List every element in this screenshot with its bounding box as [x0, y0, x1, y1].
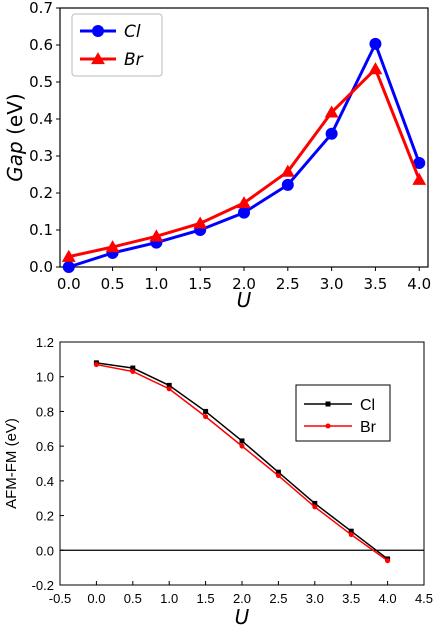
y-tick-label: 0.2 — [36, 509, 54, 524]
data-point — [166, 382, 172, 388]
legend: Cl Br — [295, 384, 391, 442]
data-point — [275, 469, 281, 475]
x-tick-label: 4.0 — [379, 591, 397, 606]
y-tick-label: 0.1 — [29, 221, 53, 239]
data-point — [325, 127, 338, 140]
x-tick-label: 0.5 — [124, 591, 142, 606]
legend: Cl Br — [71, 13, 163, 77]
data-point — [149, 229, 164, 242]
data-point — [385, 558, 391, 564]
y-tick-label: 0.8 — [36, 404, 54, 419]
gap-chart: 0.0 0.5 1.0 1.5 2.0 2.5 3.0 3.5 4.0 0.0 0.1 0.2 0.3 0… — [3, 0, 431, 312]
legend-marker — [92, 25, 104, 37]
data-point — [368, 62, 383, 75]
x-tick-label: 1.5 — [197, 591, 215, 606]
y-tick-label: 0.4 — [36, 474, 54, 489]
legend-marker — [325, 423, 331, 429]
series-line — [68, 66, 421, 259]
legend-box — [71, 13, 163, 77]
data-point — [203, 408, 209, 414]
data-point — [312, 504, 318, 510]
y-tick-label: 0.2 — [29, 184, 53, 202]
x-tick-label: 1.0 — [160, 591, 178, 606]
x-tick-label: -0.5 — [49, 591, 71, 606]
x-tick-label: 4.0 — [407, 275, 431, 293]
data-point — [93, 362, 99, 368]
x-tick-label: 3.5 — [342, 591, 360, 606]
data-point — [348, 528, 354, 534]
x-tick-label: 0.5 — [101, 275, 125, 293]
afm-fm-chart: -0.5 0.0 0.5 1.0 1.5 2.0 2.5 3.0 3.5 4.0 4.5 -0.2 0.… — [3, 335, 433, 629]
x-tick-label: 3.0 — [320, 275, 344, 293]
x-tick-label: 2.0 — [232, 275, 256, 293]
x-tick-label: 1.0 — [144, 275, 168, 293]
legend-label: Br — [124, 50, 144, 70]
data-point — [237, 196, 251, 209]
y-tick-label: 0.6 — [36, 439, 54, 454]
series-cl — [62, 37, 426, 273]
data-point — [348, 532, 354, 538]
data-point — [105, 240, 120, 253]
y-tick-label: 0.5 — [29, 73, 53, 91]
y-tick-label: 0.4 — [29, 110, 53, 128]
data-point — [62, 261, 75, 273]
data-point — [239, 443, 245, 449]
y-axis-title: AFM-FM (eV) — [3, 418, 20, 509]
data-point — [281, 178, 294, 191]
data-point — [239, 438, 245, 444]
data-point — [203, 414, 209, 420]
y-tick-label: 0.6 — [29, 36, 53, 54]
legend-label: Cl — [360, 397, 375, 414]
y-axis-title: Gap (eV) — [3, 93, 27, 181]
data-point — [130, 365, 136, 371]
x-tick-label: 2.0 — [233, 591, 251, 606]
x-tick-label: 2.5 — [276, 275, 300, 293]
data-point — [130, 369, 136, 375]
y-tick-label: 0.3 — [29, 147, 53, 165]
legend-marker — [91, 52, 105, 65]
x-tick-label: 0.0 — [87, 591, 105, 606]
y-tick-label: 1.0 — [36, 370, 54, 385]
series-br — [61, 62, 427, 262]
data-point — [166, 386, 172, 392]
data-point — [61, 249, 76, 262]
y-tick-label: 0.0 — [29, 258, 53, 276]
x-axis-title: U — [237, 288, 252, 312]
legend-marker — [325, 401, 331, 407]
data-point — [238, 206, 250, 219]
x-tick-label: 3.5 — [363, 275, 387, 293]
data-point — [324, 105, 339, 118]
legend-label: Br — [360, 419, 377, 436]
data-point — [312, 500, 318, 506]
y-tick-label: -0.2 — [32, 578, 54, 593]
x-tick-label: 2.5 — [269, 591, 287, 606]
x-tick-label: 0.0 — [57, 275, 81, 293]
legend-label: Cl — [124, 22, 141, 42]
y-tick-label: 1.2 — [36, 335, 54, 350]
x-tick-label: 4.5 — [415, 591, 433, 606]
data-point — [275, 473, 281, 479]
data-point — [412, 172, 427, 185]
x-axis-title: U — [235, 605, 250, 629]
data-point — [413, 157, 426, 170]
data-point — [280, 164, 295, 177]
data-point — [369, 37, 382, 50]
x-tick-label: 3.0 — [306, 591, 324, 606]
x-tick-label: 1.5 — [188, 275, 212, 293]
series-br — [93, 362, 391, 564]
data-point — [193, 216, 208, 229]
y-tick-label: 0.7 — [29, 0, 53, 17]
legend-box — [295, 384, 391, 442]
y-tick-label: 0.0 — [36, 543, 54, 558]
